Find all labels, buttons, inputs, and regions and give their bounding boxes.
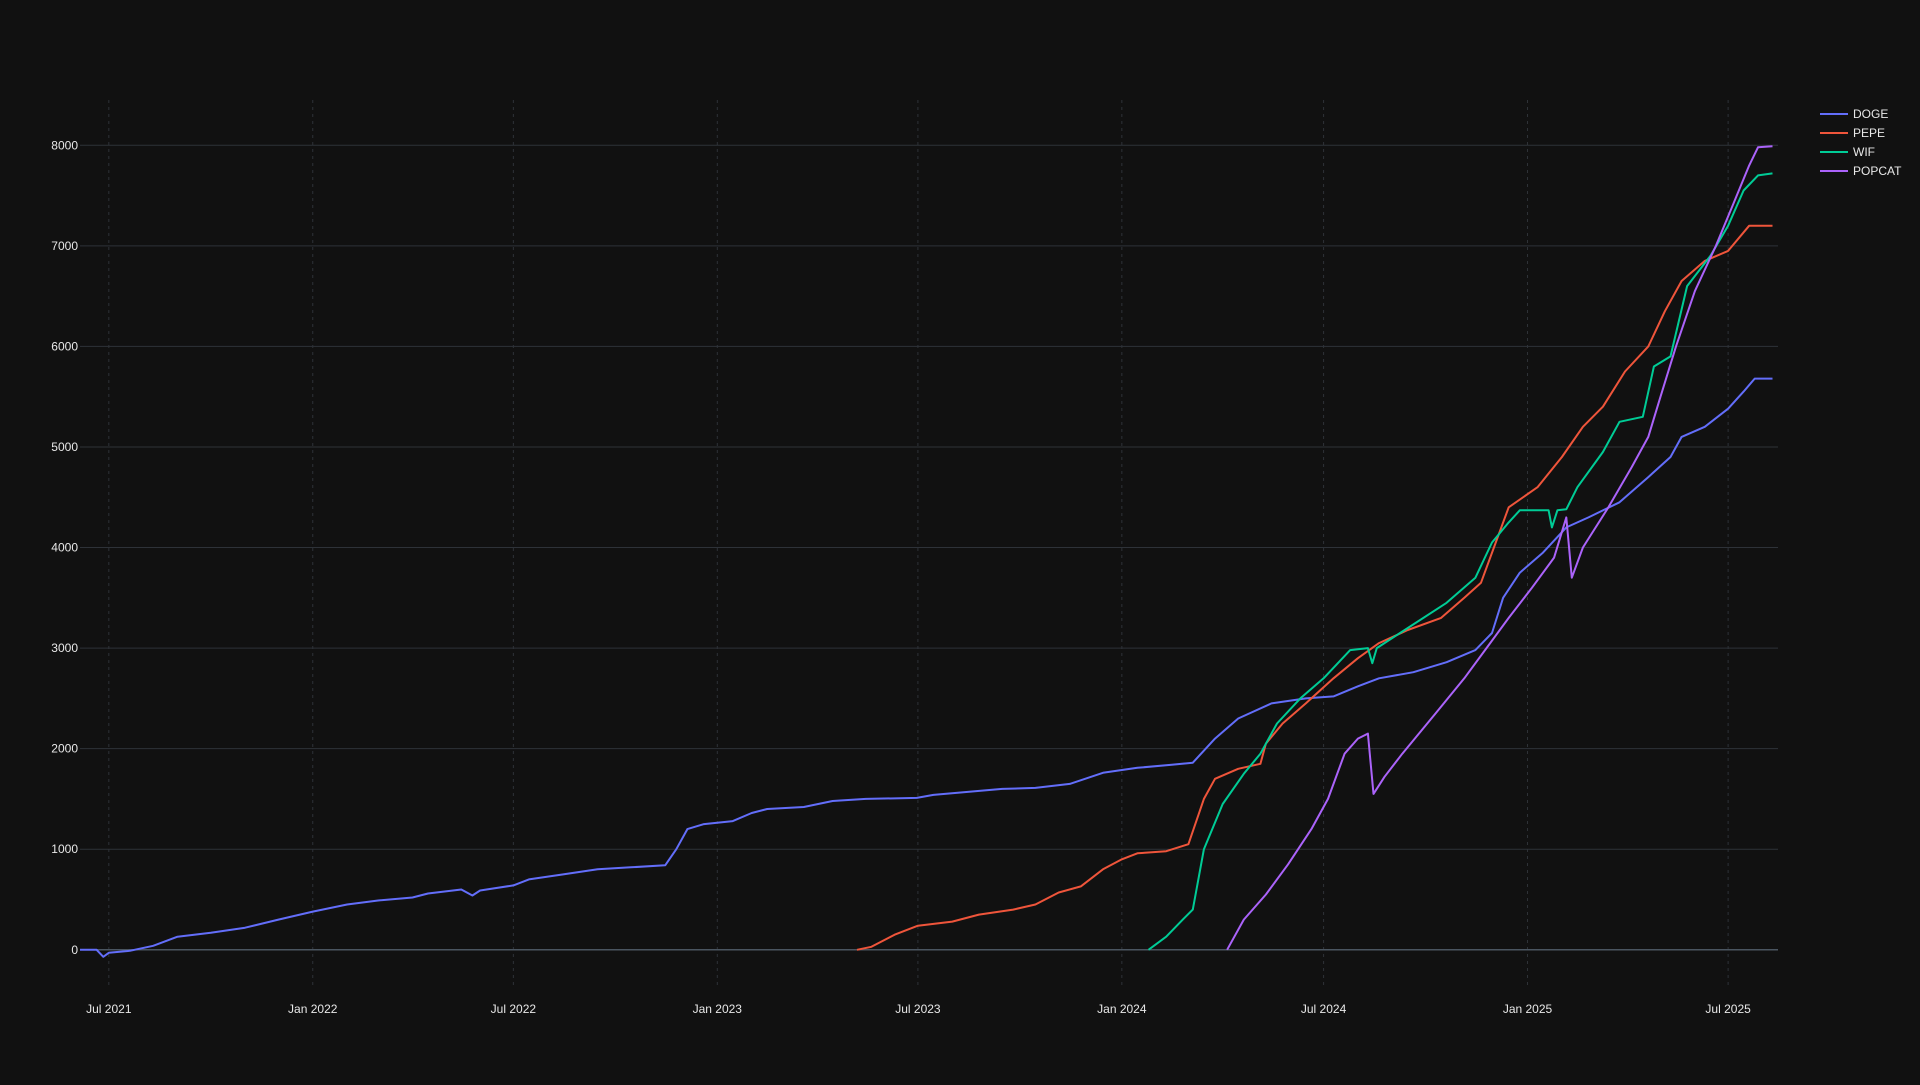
series-line-doge[interactable]: [80, 377, 1773, 958]
x-gridlines: [108, 100, 1729, 985]
y-axis-tick-labels: 0 1000 2000 3000 4000 5000 6000 7000 8000: [51, 138, 78, 957]
legend-item-pepe[interactable]: PEPE: [1820, 126, 1885, 140]
y-tick-label-1000: 1000: [51, 842, 78, 856]
x-tick-label-jul-2023: Jul 2023: [895, 1002, 941, 1016]
x-tick-label-jan-2024: Jan 2024: [1097, 1002, 1147, 1016]
series-line-popcat[interactable]: [1226, 145, 1773, 951]
series-line-pepe[interactable]: [856, 224, 1773, 951]
x-tick-label-jul-2022: Jul 2022: [491, 1002, 537, 1016]
x-tick-label-jan-2022: Jan 2022: [288, 1002, 338, 1016]
x-axis-tick-labels: Jul 2021 Jan 2022 Jul 2022 Jan 2023 Jul 2023…: [86, 1002, 1751, 1016]
x-tick-label-jan-2025: Jan 2025: [1503, 1002, 1553, 1016]
legend: DOGE PEPE WIF POPCAT: [1820, 107, 1902, 178]
legend-item-wif[interactable]: WIF: [1820, 145, 1875, 159]
y-tick-label-3000: 3000: [51, 641, 78, 655]
series-line-wif[interactable]: [1147, 172, 1773, 951]
x-tick-label-jan-2023: Jan 2023: [693, 1002, 743, 1016]
legend-item-popcat[interactable]: POPCAT: [1820, 164, 1902, 178]
y-tick-label-4000: 4000: [51, 541, 78, 555]
series-layer: [80, 145, 1773, 958]
x-tick-label-jul-2025: Jul 2025: [1705, 1002, 1751, 1016]
legend-label-popcat: POPCAT: [1853, 164, 1902, 178]
legend-label-pepe: PEPE: [1853, 126, 1885, 140]
y-gridlines: [80, 144, 1778, 951]
x-tick-label-jul-2024: Jul 2024: [1301, 1002, 1347, 1016]
y-tick-label-5000: 5000: [51, 440, 78, 454]
legend-label-wif: WIF: [1853, 145, 1875, 159]
y-tick-label-8000: 8000: [51, 138, 78, 152]
y-tick-label-0: 0: [71, 943, 78, 957]
y-tick-label-2000: 2000: [51, 742, 78, 756]
y-tick-label-7000: 7000: [51, 239, 78, 253]
legend-item-doge[interactable]: DOGE: [1820, 107, 1888, 121]
x-tick-label-jul-2021: Jul 2021: [86, 1002, 132, 1016]
legend-label-doge: DOGE: [1853, 107, 1888, 121]
y-tick-label-6000: 6000: [51, 339, 78, 353]
